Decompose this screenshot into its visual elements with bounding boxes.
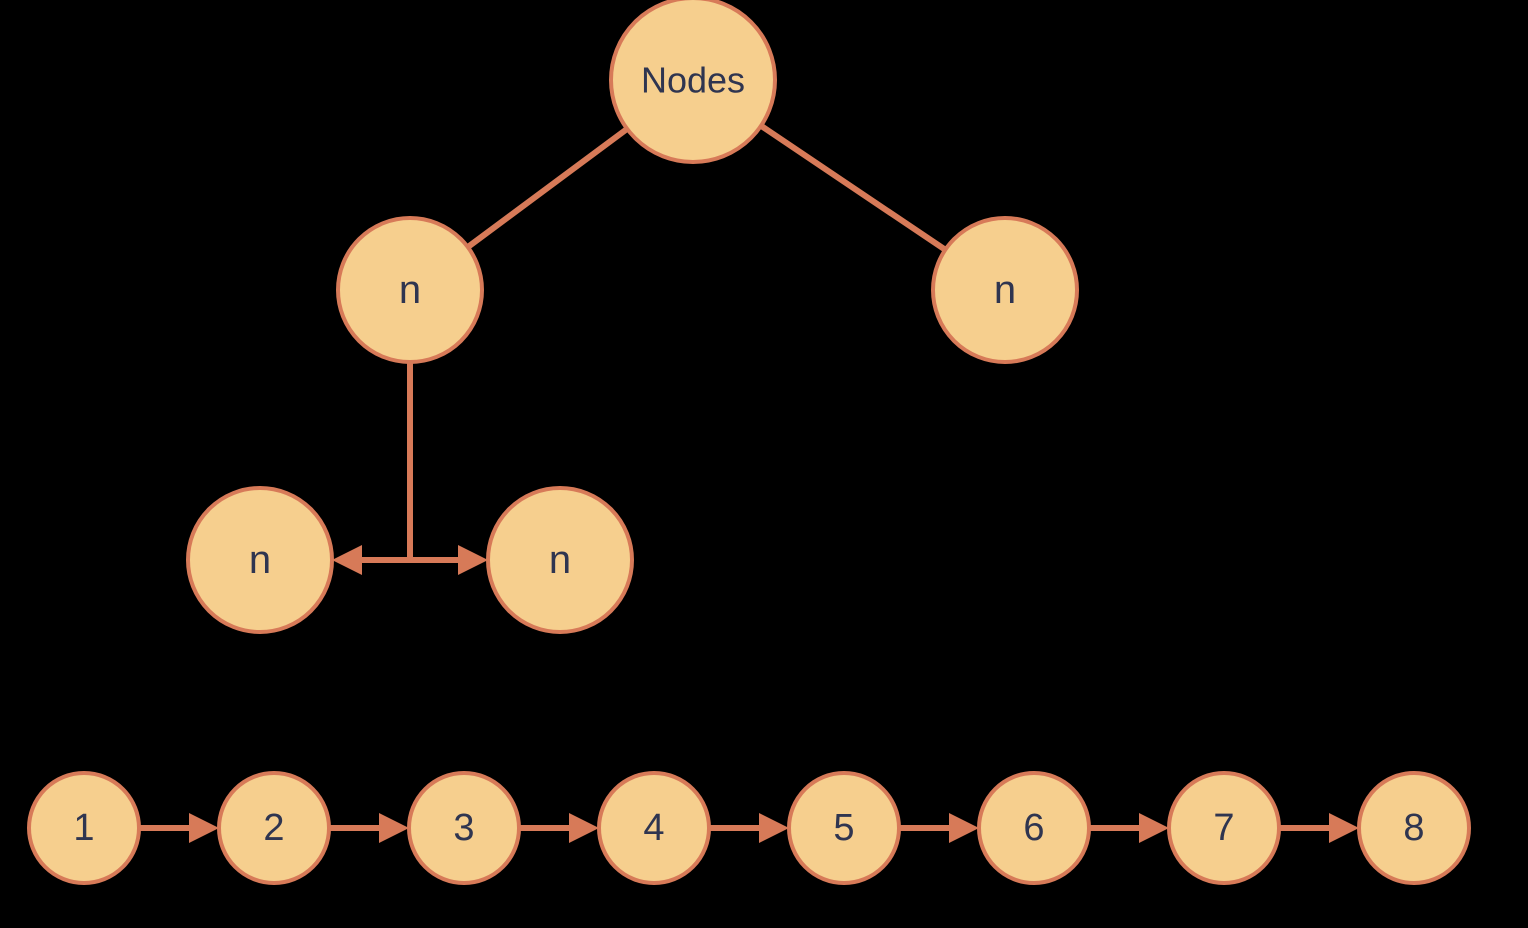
tree-node-ll-label: n <box>249 538 271 582</box>
tree-edge-0 <box>468 129 627 247</box>
chain-node-4-label: 5 <box>833 807 854 849</box>
chain-node-6-label: 7 <box>1213 807 1234 849</box>
chain-node-1-label: 2 <box>263 807 284 849</box>
tree-edge-1 <box>761 126 945 250</box>
chain-node-2-label: 3 <box>453 807 474 849</box>
chain-node-0-label: 1 <box>73 807 94 849</box>
chain-node-5-label: 6 <box>1023 807 1044 849</box>
tree-node-left-label: n <box>399 268 421 312</box>
tree-node-right-label: n <box>994 268 1016 312</box>
tree-node-lr-label: n <box>549 538 571 582</box>
diagram-canvas: Nodes n n n n 1 2 3 4 5 6 7 8 <box>0 0 1528 928</box>
chain-node-3-label: 4 <box>643 807 664 849</box>
chain-node-7-label: 8 <box>1403 807 1424 849</box>
tree-node-root-label: Nodes <box>641 60 745 101</box>
